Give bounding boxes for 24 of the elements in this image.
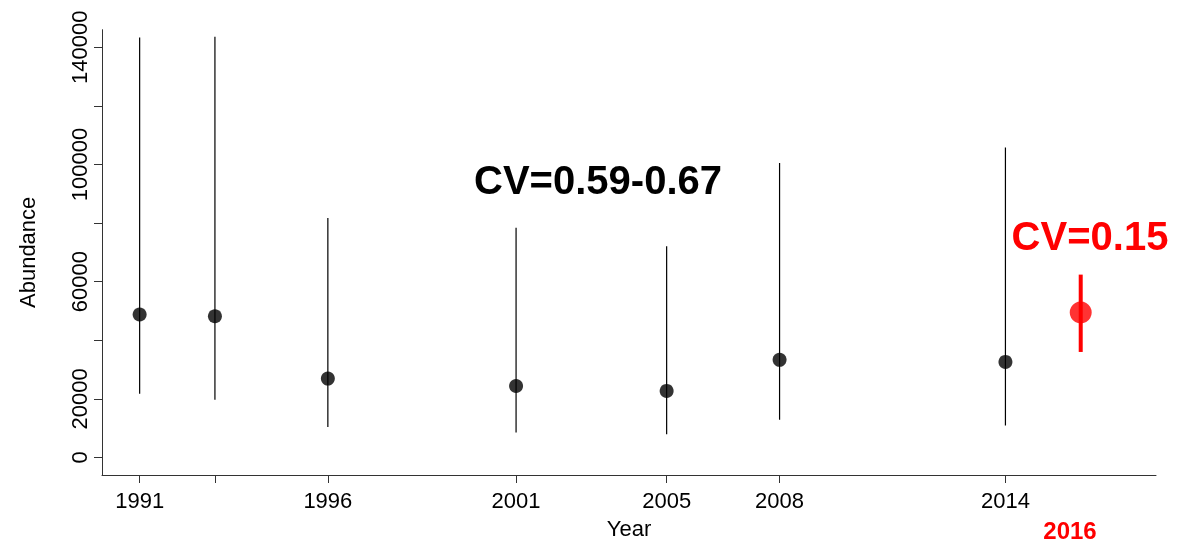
point	[998, 354, 1013, 369]
y-tick-label: 100000	[66, 127, 92, 202]
annotation: CV=0.59-0.67	[474, 158, 722, 202]
x-tick-label: 2005	[642, 487, 692, 513]
point	[659, 383, 674, 398]
point	[320, 371, 335, 386]
x-tick-label: 2014	[980, 487, 1030, 513]
x-tick-label: 1996	[303, 487, 353, 513]
point	[132, 307, 147, 322]
text: 2016	[1043, 516, 1097, 544]
y-tick-label: 140000	[66, 10, 92, 84]
x-axis-title: Year	[606, 515, 652, 541]
point	[207, 309, 222, 324]
y-axis-title: Abundance	[14, 196, 40, 309]
x-tick-label: 2001	[491, 487, 541, 513]
y-tick-label: 60000	[66, 251, 92, 313]
y-tick-label: 20000	[66, 368, 92, 430]
y-tick-label: 0	[66, 451, 92, 464]
x-tick-label: 1991	[115, 487, 165, 513]
point	[509, 378, 524, 393]
x-tick-label: 2008	[755, 487, 805, 513]
point	[772, 352, 787, 367]
point	[1069, 301, 1092, 324]
annotation: CV=0.15	[1011, 214, 1169, 258]
